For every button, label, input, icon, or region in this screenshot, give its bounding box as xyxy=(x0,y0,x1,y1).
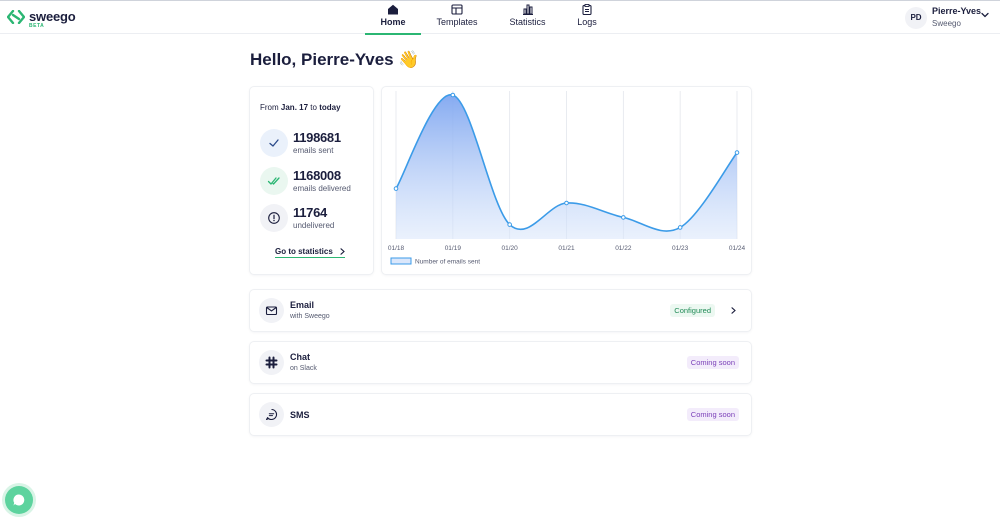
top-navigation-bar: sweego BETA Home Templates Statistics Lo… xyxy=(0,0,1000,35)
chevron-right-icon xyxy=(340,248,345,256)
channel-row-chat[interactable]: Chat on Slack Coming soon xyxy=(250,342,751,383)
nav-logs-label: Logs xyxy=(577,17,597,27)
home-icon xyxy=(388,4,398,15)
nav-home-label: Home xyxy=(380,17,406,27)
emails-delivered-value: 1168008 xyxy=(293,168,341,183)
delivered-icon-wrapper xyxy=(260,167,288,195)
mail-icon xyxy=(265,306,278,316)
date-range-to: to xyxy=(310,103,317,112)
channel-title: Email xyxy=(290,300,315,310)
date-range-end: today xyxy=(319,103,341,112)
chart-x-tick-label: 01/22 xyxy=(615,245,632,252)
chevron-down-icon xyxy=(981,12,989,18)
page-title: Hello, Pierre-Yves 👋 xyxy=(250,50,420,69)
go-to-statistics-label: Go to statistics xyxy=(275,247,333,256)
active-tab-indicator xyxy=(365,33,421,35)
channel-title: Chat xyxy=(290,352,310,362)
nav-home[interactable]: Home xyxy=(365,4,421,34)
chart-data-point xyxy=(677,225,683,230)
chart-x-tick-label: 01/19 xyxy=(445,245,462,252)
nav-templates[interactable]: Templates xyxy=(432,4,482,34)
check-icon xyxy=(269,139,279,147)
status-badge: Configured xyxy=(670,304,715,317)
emails-sent-label: emails sent xyxy=(293,146,334,155)
status-badge: Coming soon xyxy=(686,408,739,421)
sweego-logo-icon xyxy=(7,10,25,24)
sms-icon-wrapper xyxy=(259,402,284,427)
chart-data-point xyxy=(564,200,569,206)
channel-row-sms[interactable]: SMS Coming soon xyxy=(250,394,751,435)
sms-icon xyxy=(265,408,278,421)
chart-data-point xyxy=(734,150,740,155)
double-check-icon xyxy=(267,177,280,185)
chart-x-tick-label: 01/24 xyxy=(729,245,746,252)
avatar: PD xyxy=(905,7,927,29)
support-chat-button[interactable] xyxy=(5,486,33,514)
status-badge: Coming soon xyxy=(686,356,739,369)
alert-circle-icon xyxy=(268,212,280,224)
nav-logs[interactable]: Logs xyxy=(572,4,602,34)
emails-sent-value: 1198681 xyxy=(293,130,341,145)
chart-x-tick-label: 01/20 xyxy=(502,245,519,252)
undelivered-icon-wrapper xyxy=(260,204,288,232)
undelivered-label: undelivered xyxy=(293,221,335,230)
channel-title: SMS xyxy=(290,410,310,420)
chart-x-tick-label: 01/18 xyxy=(388,245,405,252)
emails-sent-chart: 01/18 01/19 01/20 01/21 01/22 01/23 01/24 Numbe… xyxy=(382,87,751,274)
mail-icon-wrapper xyxy=(259,298,284,323)
chart-x-tick-label: 01/21 xyxy=(558,245,575,252)
undelivered-value: 11764 xyxy=(293,205,327,220)
templates-icon xyxy=(451,4,463,15)
nav-statistics-label: Statistics xyxy=(509,17,546,27)
slack-icon-wrapper xyxy=(259,350,284,375)
stats-summary-card: From Jan. 17 to today 1198681 emails sen… xyxy=(250,87,373,274)
date-range: From Jan. 17 to today xyxy=(260,103,341,112)
chat-bubble-icon xyxy=(13,494,25,506)
user-name: Pierre-Yves xyxy=(932,6,982,16)
user-menu[interactable]: PD Pierre-Yves Sweego xyxy=(905,5,1000,31)
nav-statistics[interactable]: Statistics xyxy=(505,4,550,34)
chevron-right-icon xyxy=(731,307,736,314)
chart-legend-swatch xyxy=(390,257,412,265)
channel-subtitle: with Sweego xyxy=(290,313,330,320)
logs-icon xyxy=(582,4,592,15)
chart-data-point xyxy=(450,92,456,98)
chart-legend-label: Number of emails sent xyxy=(415,259,480,266)
date-range-prefix: From xyxy=(260,103,279,112)
chart-data-point xyxy=(507,222,512,227)
beta-tag: BETA xyxy=(29,23,45,29)
sent-icon-wrapper xyxy=(260,129,288,157)
chart-data-point xyxy=(393,186,399,191)
statistics-icon xyxy=(522,4,533,15)
date-range-start: Jan. 17 xyxy=(280,103,309,112)
user-organization: Sweego xyxy=(932,19,961,28)
emails-delivered-label: emails delivered xyxy=(293,184,351,193)
channel-subtitle: on Slack xyxy=(290,365,317,372)
nav-templates-label: Templates xyxy=(436,17,478,27)
chart-x-tick-label: 01/23 xyxy=(672,245,689,252)
slack-icon xyxy=(265,356,278,369)
go-to-statistics-link[interactable]: Go to statistics xyxy=(275,247,346,258)
channel-row-email[interactable]: Email with Sweego Configured xyxy=(250,290,751,331)
chart-area-fill xyxy=(396,94,737,240)
logo-wordmark: sweego xyxy=(29,9,76,24)
chart-canvas: 01/18 01/19 01/20 01/21 01/22 01/23 01/24 Numbe… xyxy=(388,91,746,266)
chart-data-point xyxy=(621,215,626,220)
